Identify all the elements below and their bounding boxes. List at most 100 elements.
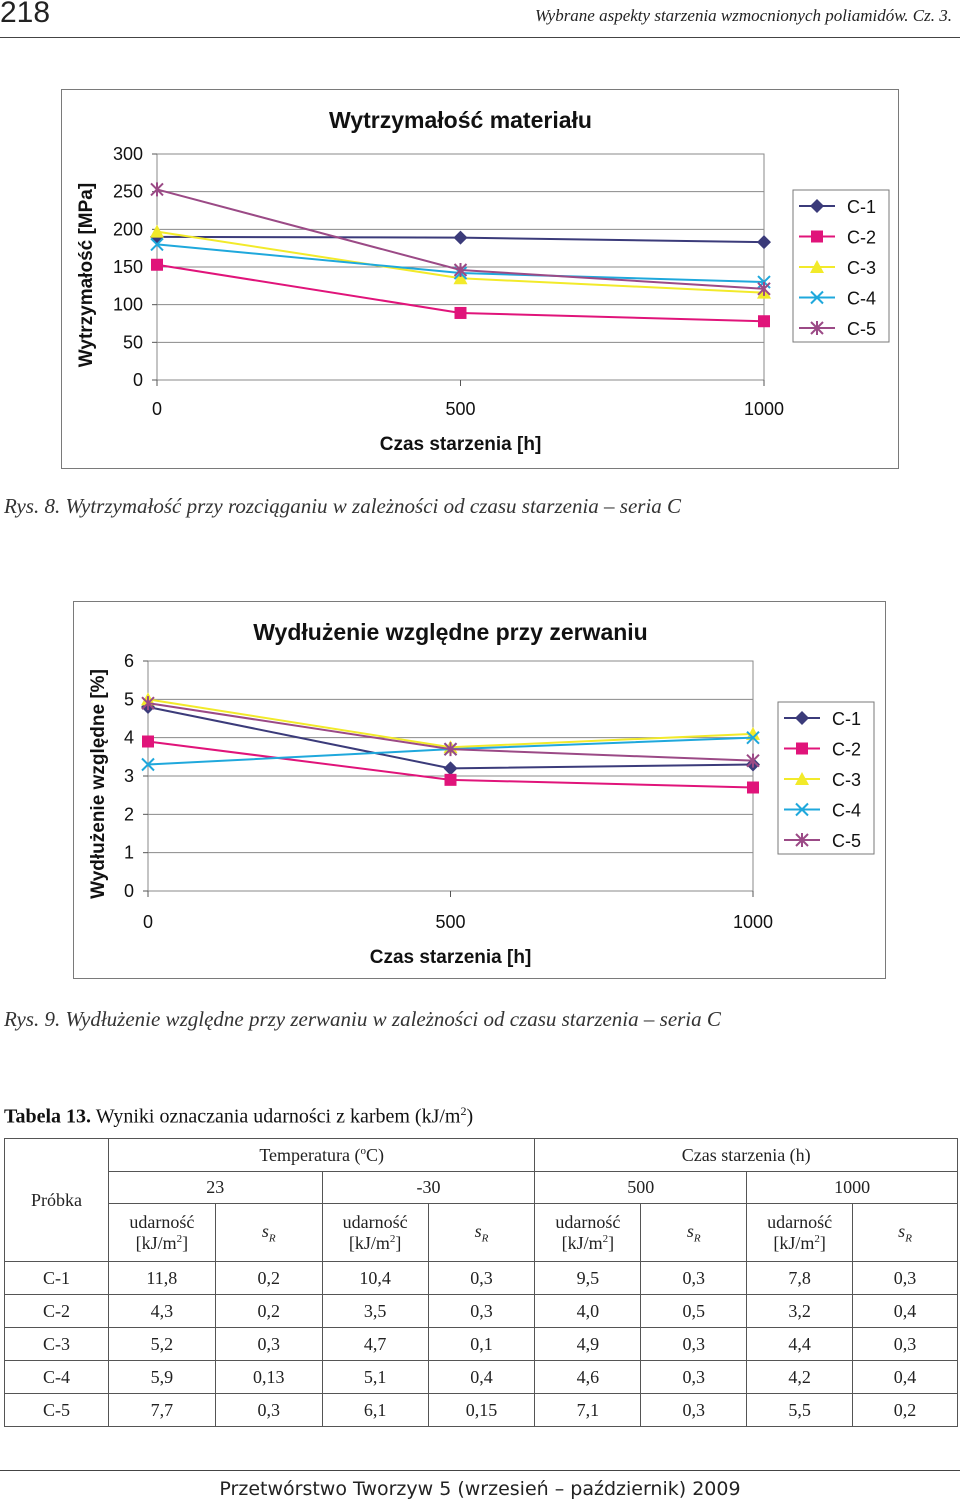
table-row: C-3 5,2 0,3 4,7 0,1 4,9 0,3 4,4 0,3 <box>4 1327 958 1361</box>
legend: C-1 C-2 C-3 C-4 C-5 <box>792 189 890 343</box>
table-cell: 7,1 <box>534 1393 642 1427</box>
table-cell: 0,4 <box>852 1360 958 1394</box>
y-tick-label: 1 <box>124 843 134 863</box>
header-udarnosc: udarność [kJ/m2] <box>534 1203 642 1262</box>
data-point <box>746 753 760 768</box>
header-temperature: Temperatura (oC) <box>107 1138 536 1172</box>
chart-title: Wytrzymałość materiału <box>329 107 592 133</box>
data-point <box>757 235 771 250</box>
y-tick-label: 4 <box>124 728 134 748</box>
legend-marker <box>810 290 824 305</box>
table-cell: 4,3 <box>107 1294 216 1328</box>
data-point <box>454 306 467 319</box>
header-t500: 500 <box>534 1171 748 1204</box>
data-point <box>758 315 770 328</box>
header-udarnosc: udarność [kJ/m2] <box>321 1203 429 1262</box>
series-c-5 <box>150 182 771 296</box>
legend-marker <box>795 711 809 725</box>
x-axis-label: Czas starzenia [h] <box>380 434 542 455</box>
y-tick-label: 5 <box>124 689 134 709</box>
table-cell: 3,5 <box>321 1294 429 1328</box>
table-cell: 0,3 <box>852 1261 958 1295</box>
data-point <box>746 726 760 740</box>
table-cell: 4,2 <box>746 1360 854 1394</box>
data-point <box>141 696 155 711</box>
table-cell: 0,1 <box>427 1327 536 1361</box>
table-cell: 9,5 <box>534 1261 642 1295</box>
table-cell: 0,4 <box>427 1360 536 1394</box>
table-cell: 7,8 <box>746 1261 854 1295</box>
table-cell: 0,3 <box>640 1393 748 1427</box>
table-cell: 5,5 <box>746 1393 854 1427</box>
x-tick-label: 0 <box>143 912 153 932</box>
figure-9-caption: Rys. 9. Wydłużenie względne przy zerwani… <box>4 1007 721 1031</box>
chart-elongation: Wydłużenie względne przy zerwaniu 0 1 2 3 4 5 6… <box>88 619 875 968</box>
series-line <box>147 698 754 749</box>
table-title-sup: 2 <box>460 1104 467 1118</box>
table-cell: 0,2 <box>852 1393 958 1427</box>
legend-label: C-3 <box>832 770 861 790</box>
table-cell: 0,4 <box>852 1294 958 1328</box>
legend-label: C-4 <box>847 289 876 309</box>
legend-item: C-1 <box>799 197 876 217</box>
chart-strength: Wytrzymałość materiału 0 50 100 150 200 250 300… <box>76 107 890 455</box>
table-title: Wyniki oznaczania udarności z karbem (kJ… <box>95 1105 461 1128</box>
table-cell: 5,1 <box>321 1360 429 1394</box>
table-cell: 0,3 <box>640 1360 748 1394</box>
legend-item: C-2 <box>799 228 876 248</box>
legend-marker <box>810 199 824 213</box>
legend-label: C-1 <box>832 709 861 729</box>
series-c-3 <box>150 224 771 299</box>
table-cell: 0,3 <box>852 1327 958 1361</box>
y-tick-label: 6 <box>124 651 134 671</box>
legend-marker <box>811 230 823 243</box>
running-title: Wybrane aspekty starzenia wzmocnionych p… <box>535 6 952 25</box>
series-c-2 <box>142 735 759 794</box>
table-cell: 3,2 <box>746 1294 854 1328</box>
legend: C-1 C-2 C-3 C-4 C-5 <box>777 701 875 855</box>
chart-strength-frame: Wytrzymałość materiału 0 50 100 150 200 250 300… <box>61 89 899 469</box>
figure-8-caption: Rys. 8. Wytrzymałość przy rozciąganiu w … <box>4 494 682 518</box>
y-tick-label: 0 <box>124 881 134 901</box>
table-row: C-5 7,7 0,3 6,1 0,15 7,1 0,3 5,5 0,2 <box>4 1393 958 1427</box>
header-sr: sR <box>640 1203 748 1262</box>
table-cell: C-1 <box>4 1261 109 1295</box>
table-cell: 0,3 <box>427 1261 536 1295</box>
y-axis-label: Wytrzymałość [MPa] <box>76 183 97 367</box>
table-cell: 5,2 <box>107 1327 216 1361</box>
table-cell: 4,0 <box>534 1294 642 1328</box>
chart-title: Wydłużenie względne przy zerwaniu <box>253 619 647 645</box>
table-cell: 0,3 <box>214 1327 323 1361</box>
x-tick-label: 0 <box>152 399 162 419</box>
table-cell: 4,9 <box>534 1327 642 1361</box>
legend-marker <box>795 772 809 785</box>
data-point <box>141 757 155 772</box>
table-title-end: ) <box>466 1105 474 1128</box>
header-sr: sR <box>427 1203 536 1262</box>
table-cell: 0,3 <box>640 1261 748 1295</box>
legend-marker <box>810 321 824 335</box>
table-cell: 0,3 <box>640 1327 748 1361</box>
data-point <box>747 781 759 794</box>
table-cell: C-3 <box>4 1327 109 1361</box>
table-cell: 0,3 <box>427 1294 536 1328</box>
data-point <box>453 263 468 278</box>
y-tick-label: 300 <box>113 144 143 164</box>
data-point <box>150 224 164 238</box>
data-point <box>443 761 458 776</box>
footer-rule <box>0 1470 960 1471</box>
header-udarnosc: udarność [kJ/m2] <box>746 1203 854 1262</box>
data-point <box>746 730 760 745</box>
impact-table: Próbka Temperatura (oC) Czas starzenia (… <box>4 1138 958 1427</box>
legend-item: C-4 <box>784 801 861 821</box>
table-cell: 4,7 <box>321 1327 429 1361</box>
header-aging-time: Czas starzenia (h) <box>534 1138 958 1172</box>
y-tick-label: 200 <box>113 219 143 239</box>
table-cell: 11,8 <box>107 1261 216 1295</box>
series-c-5 <box>141 696 760 768</box>
page-number: 218 <box>0 0 51 29</box>
legend-marker <box>796 742 808 755</box>
table-cell: 0,2 <box>214 1261 323 1295</box>
table-cell: 10,4 <box>321 1261 429 1295</box>
table-cell: 0,15 <box>427 1393 536 1427</box>
